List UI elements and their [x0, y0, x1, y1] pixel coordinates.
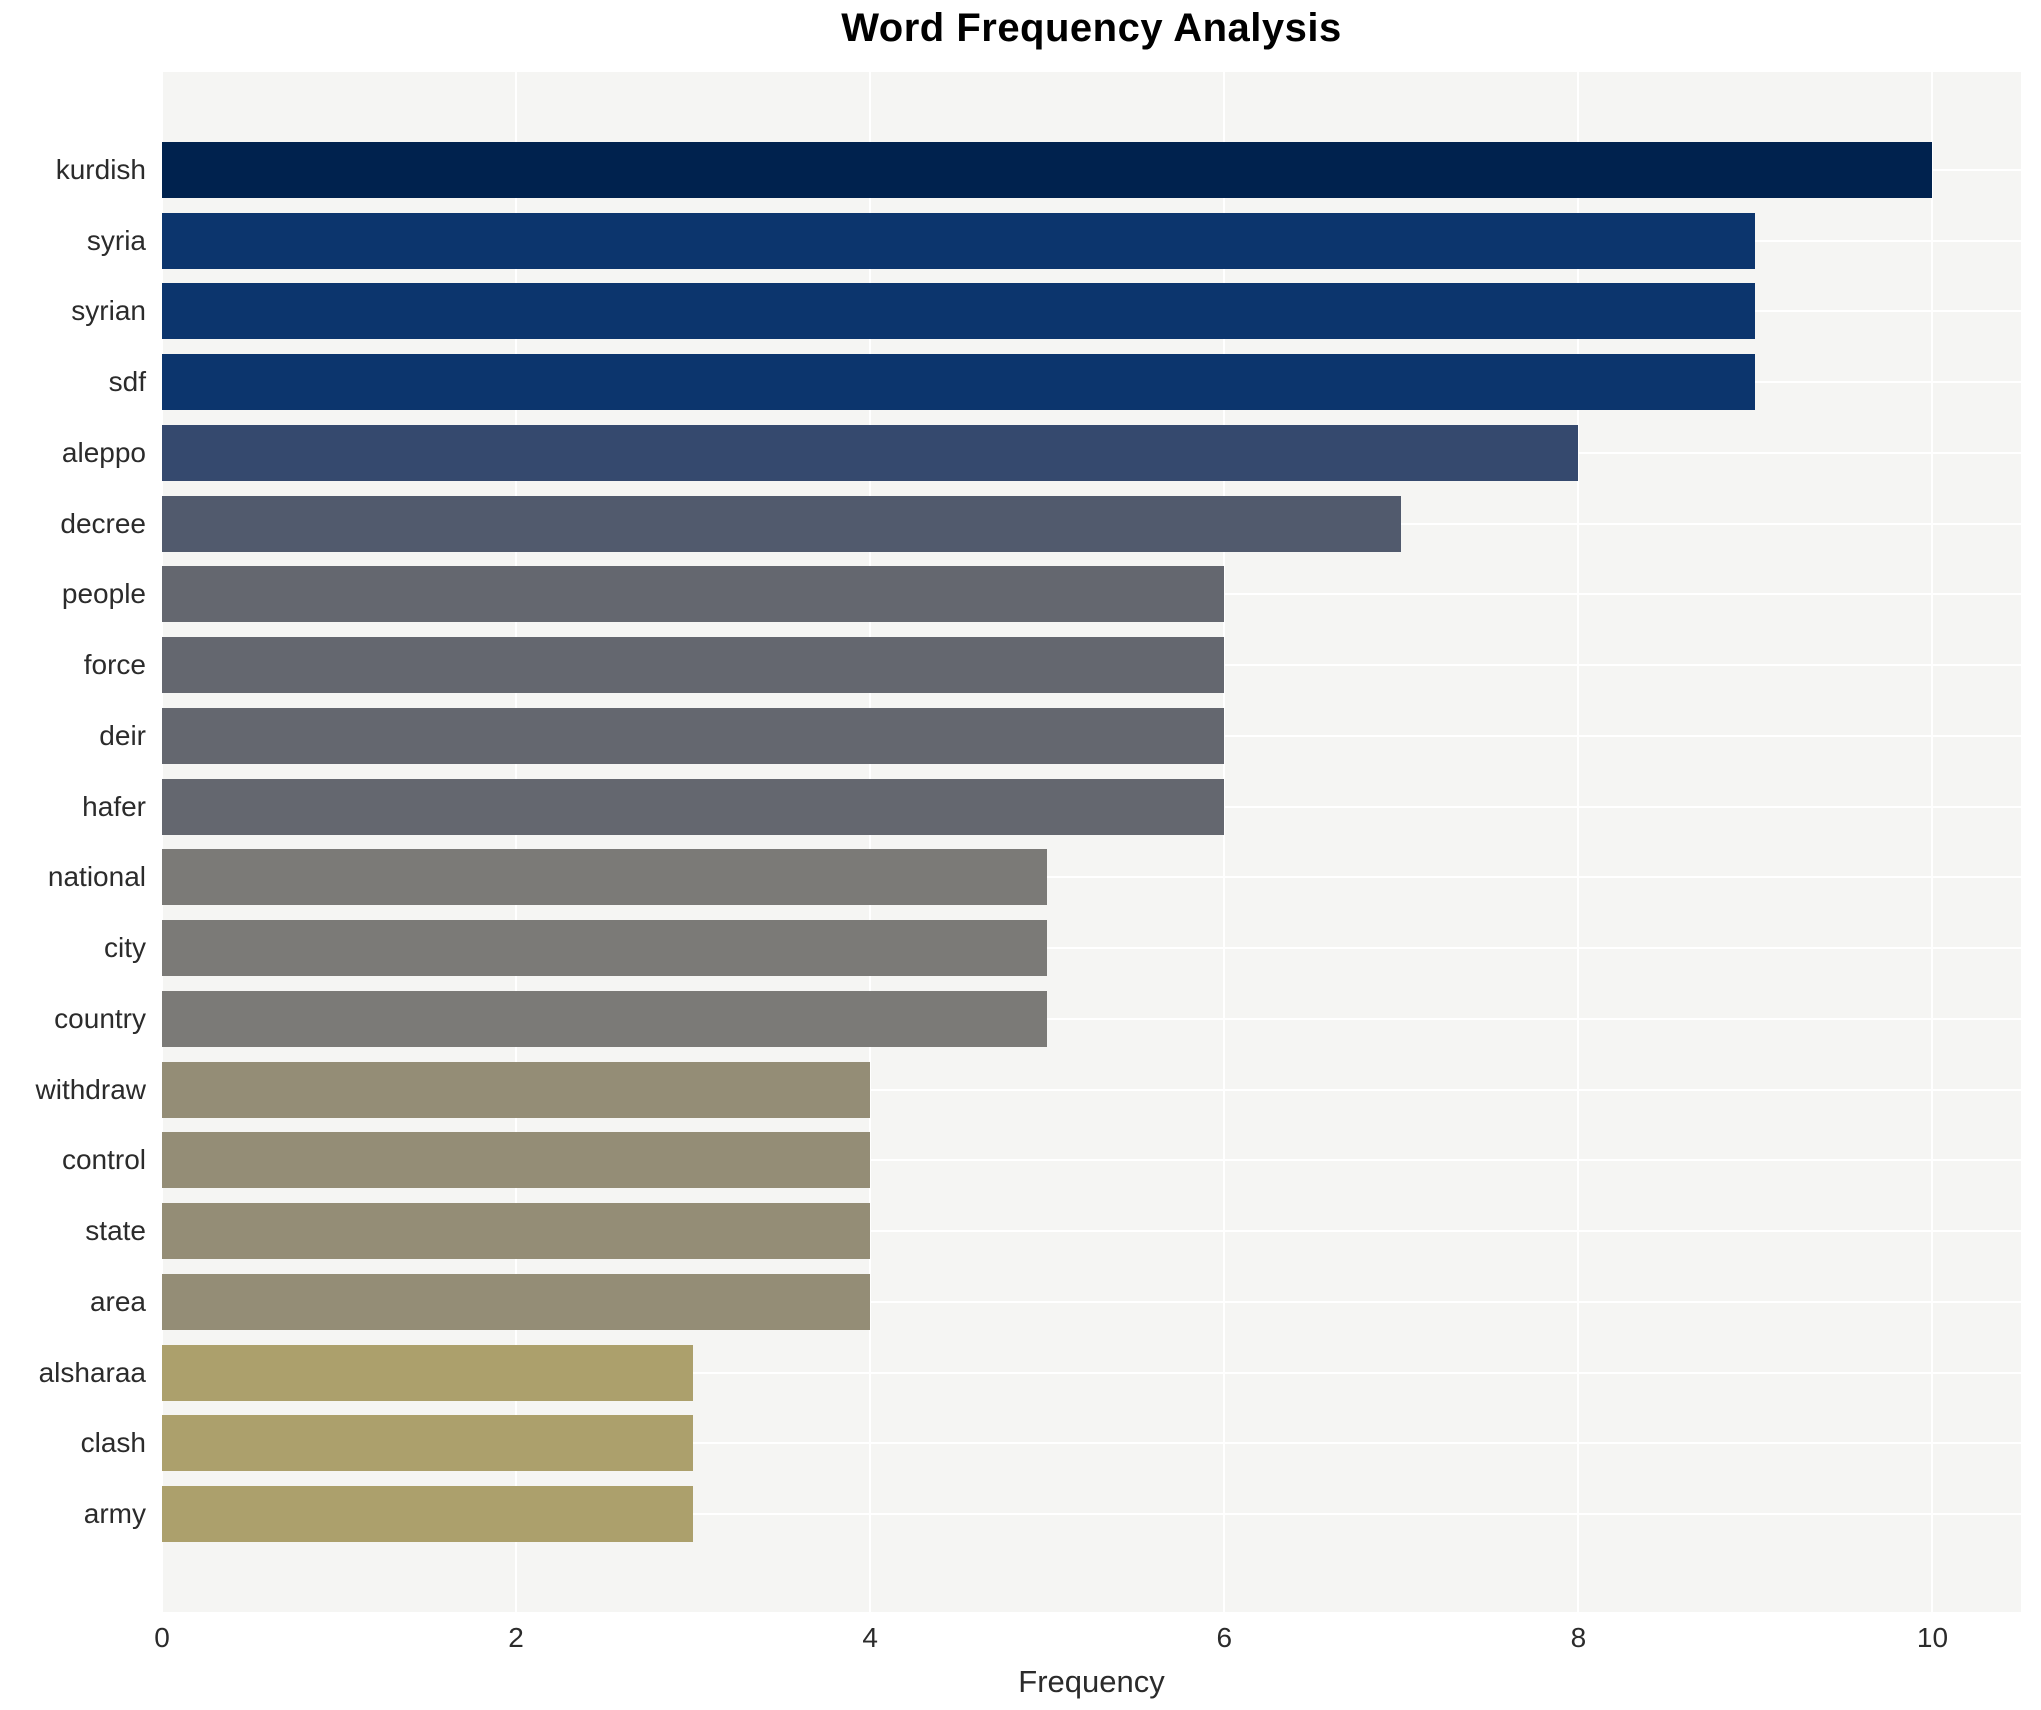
- chart-title: Word Frequency Analysis: [841, 6, 1342, 50]
- y-tick-label-country: country: [54, 1002, 146, 1034]
- x-tick-label-8: 8: [1570, 1622, 1587, 1653]
- bar-alsharaa: [162, 1344, 694, 1401]
- bar-clash: [162, 1415, 694, 1472]
- bar-force: [162, 637, 1225, 694]
- y-tick-label-clash: clash: [80, 1427, 146, 1459]
- y-tick-label-decree: decree: [60, 507, 146, 539]
- vertical-gridline: [161, 72, 163, 1612]
- x-axis-title: Frequency: [1018, 1664, 1165, 1699]
- y-tick-label-national: national: [47, 861, 146, 893]
- y-tick-label-alsharaa: alsharaa: [38, 1356, 146, 1388]
- bar-country: [162, 990, 1048, 1047]
- horizontal-gridline: [162, 876, 2021, 879]
- y-tick-label-syrian: syrian: [71, 295, 146, 327]
- x-tick-label-0: 0: [154, 1622, 170, 1653]
- x-tick-label-4: 4: [862, 1622, 878, 1653]
- x-tick-label-10: 10: [1916, 1622, 1949, 1653]
- y-tick-label-sdf: sdf: [108, 366, 146, 398]
- horizontal-gridline: [162, 1088, 2021, 1091]
- y-tick-label-control: control: [61, 1144, 146, 1176]
- y-tick-label-aleppo: aleppo: [61, 436, 146, 468]
- y-tick-label-army: army: [83, 1498, 146, 1529]
- bar-city: [162, 920, 1048, 977]
- horizontal-gridline: [162, 1159, 2021, 1162]
- y-tick-label-kurdish: kurdish: [55, 154, 146, 185]
- vertical-gridline: [869, 72, 872, 1612]
- bar-withdraw: [162, 1061, 871, 1118]
- bar-people: [162, 566, 1225, 623]
- bar-decree: [162, 495, 1402, 552]
- x-tick-label-2: 2: [508, 1622, 524, 1653]
- bar-syrian: [162, 283, 1756, 340]
- vertical-gridline: [1931, 72, 1934, 1612]
- y-tick-label-hafer: hafer: [82, 790, 146, 822]
- bar-syria: [162, 212, 1756, 269]
- horizontal-gridline: [162, 1300, 2021, 1303]
- bar-state: [162, 1203, 871, 1260]
- y-tick-label-area: area: [89, 1285, 146, 1317]
- y-tick-label-people: people: [61, 578, 146, 610]
- y-tick-label-withdraw: withdraw: [35, 1073, 146, 1105]
- y-tick-label-state: state: [85, 1215, 146, 1247]
- vertical-gridline: [515, 72, 518, 1612]
- horizontal-gridline: [162, 1230, 2021, 1233]
- bar-army: [162, 1486, 694, 1542]
- vertical-gridline: [1223, 72, 1226, 1612]
- bar-kurdish: [162, 142, 1933, 198]
- y-tick-label-force: force: [83, 649, 146, 681]
- horizontal-gridline: [162, 947, 2021, 950]
- horizontal-gridline: [162, 1442, 2021, 1445]
- vertical-gridline: [1577, 72, 1580, 1612]
- bar-area: [162, 1273, 871, 1330]
- horizontal-gridline: [162, 1371, 2021, 1374]
- x-tick-label-6: 6: [1216, 1622, 1233, 1653]
- y-axis-labels: kurdish syria syrian sdf aleppo decree people f…: [0, 72, 146, 1612]
- horizontal-gridline: [162, 1513, 2021, 1515]
- plot-area: [161, 72, 2021, 1612]
- bar-deir: [162, 707, 1225, 764]
- y-tick-label-deir: deir: [99, 719, 146, 751]
- bar-national: [162, 849, 1048, 906]
- bar-control: [162, 1132, 871, 1189]
- bar-hafer: [162, 778, 1225, 835]
- y-tick-label-syria: syria: [86, 224, 146, 256]
- bar-sdf: [162, 354, 1756, 411]
- horizontal-gridline: [162, 1017, 2021, 1020]
- bar-aleppo: [162, 424, 1579, 481]
- y-tick-label-city: city: [104, 932, 146, 964]
